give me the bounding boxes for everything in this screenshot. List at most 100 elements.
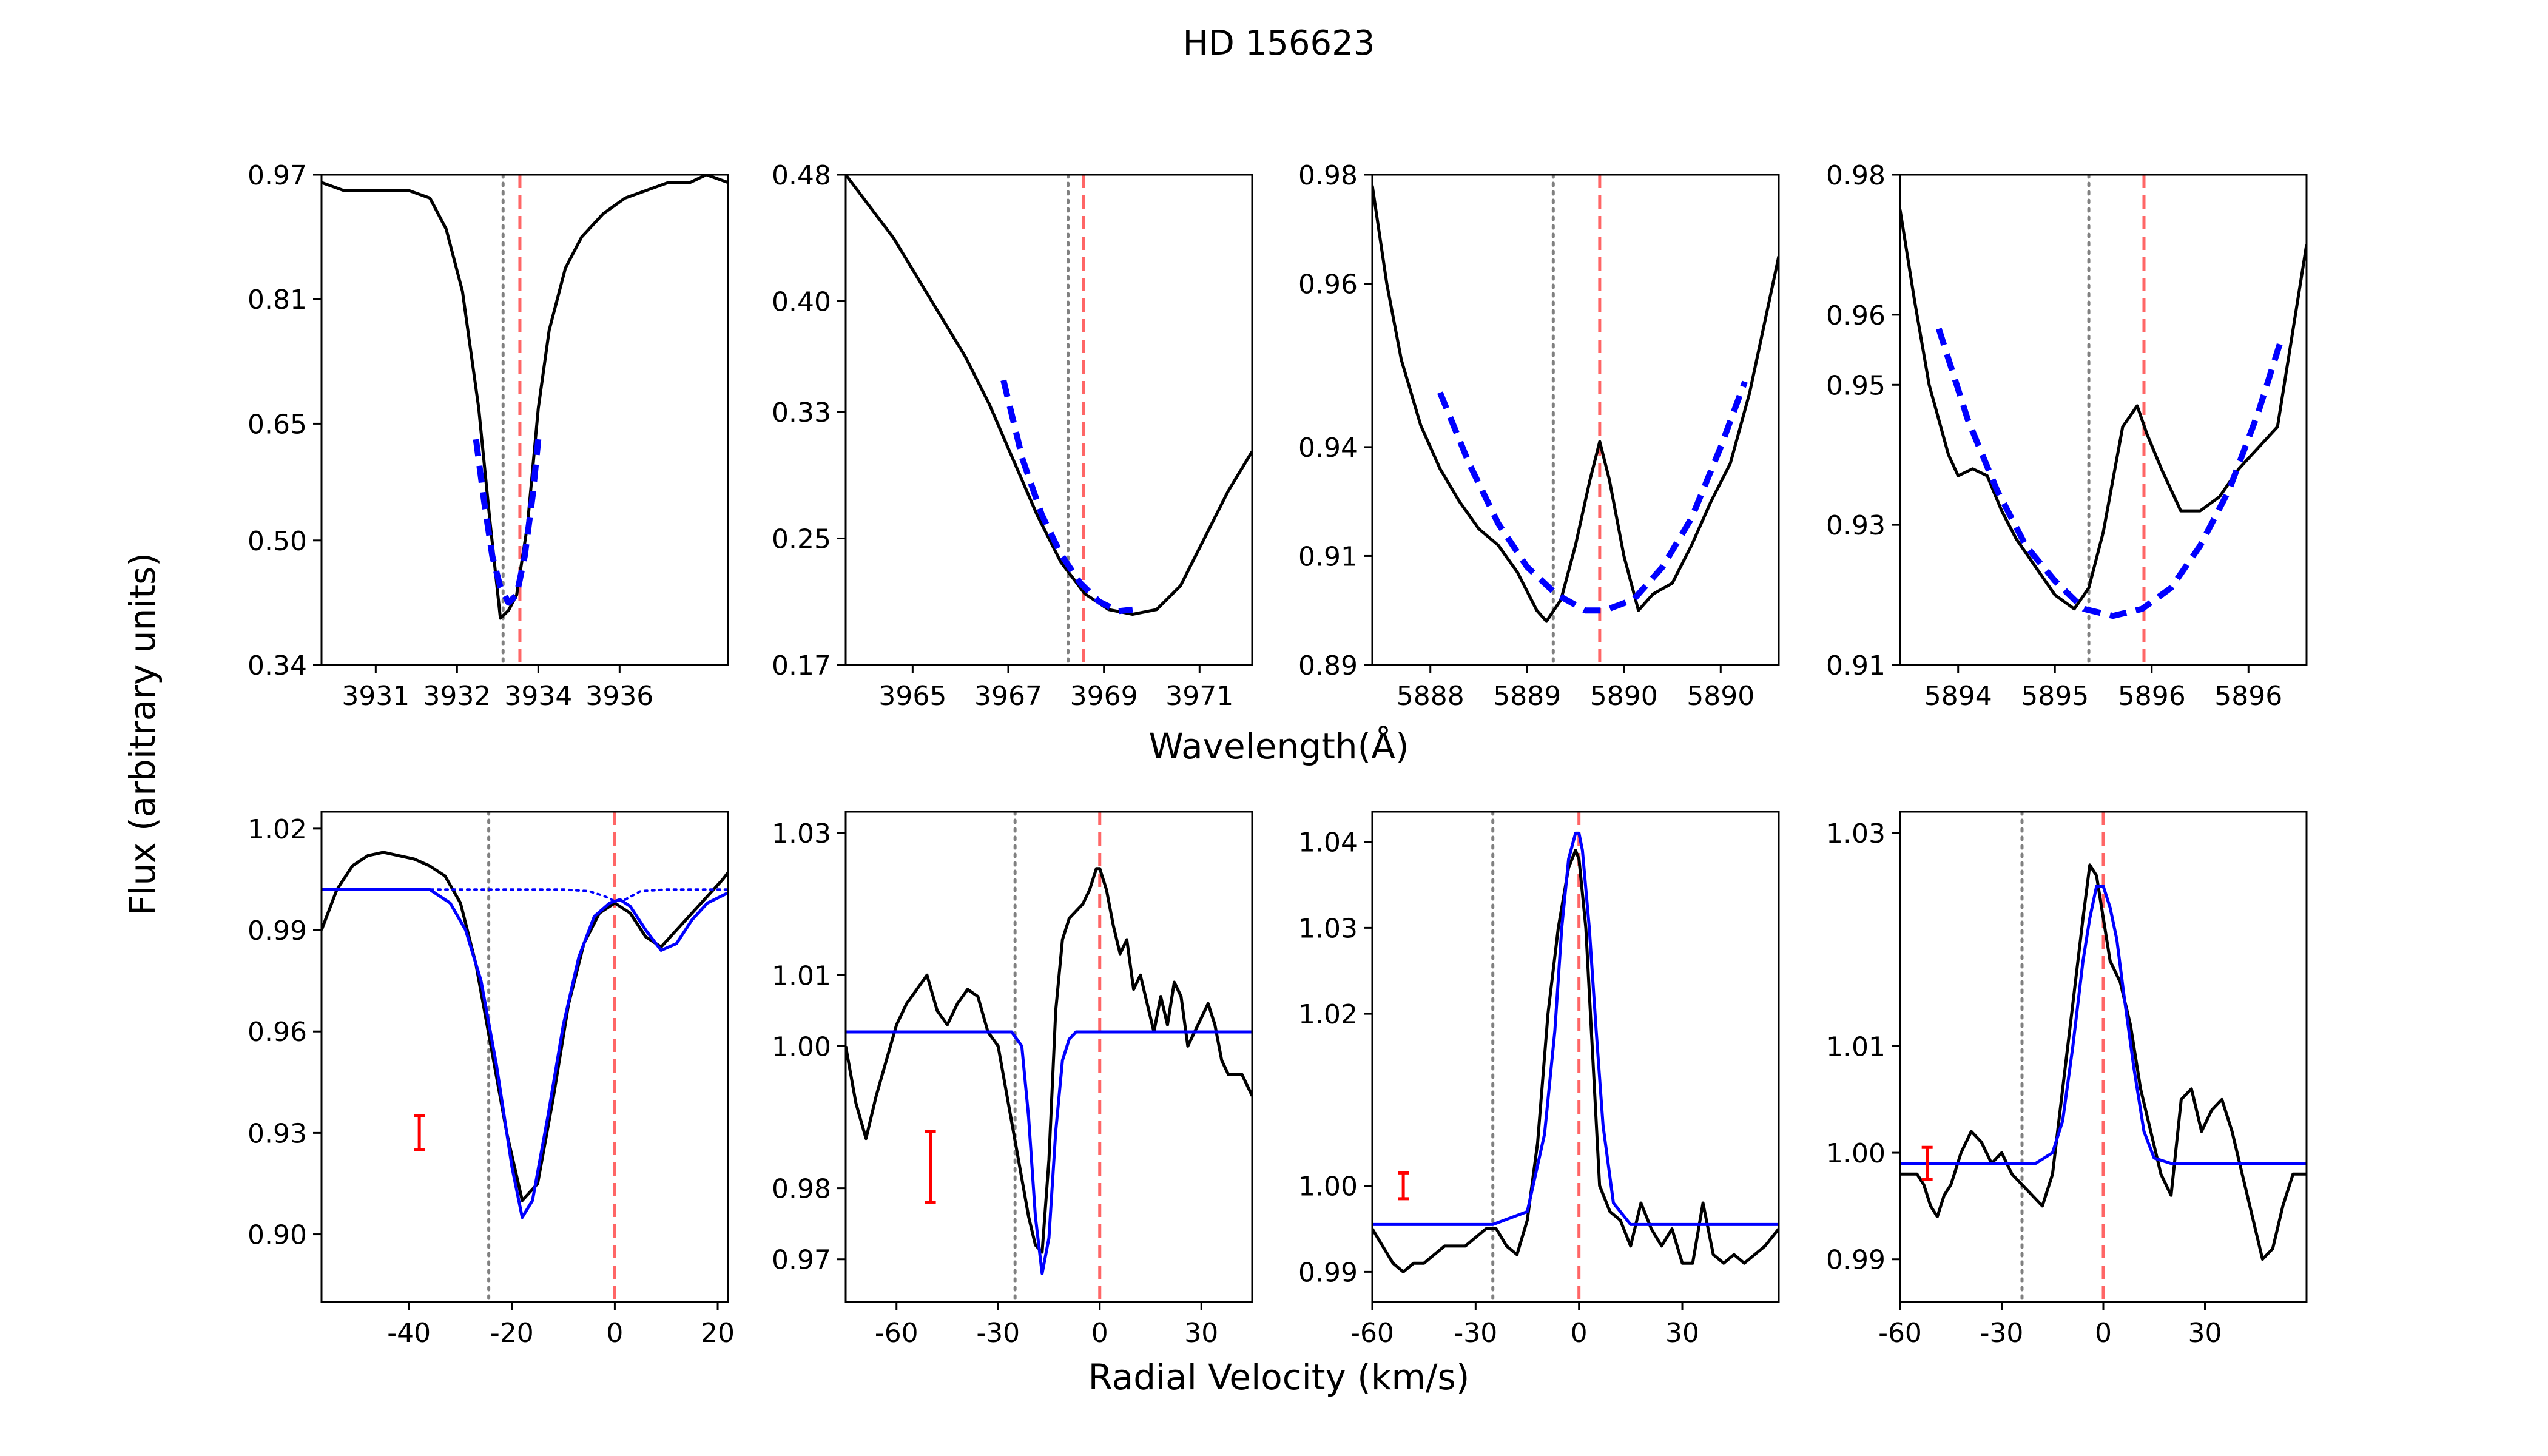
axes-frame [320,174,729,666]
series-spectrum [1372,185,1779,623]
y-tick-label: 0.97 [248,160,307,191]
y-tick-label: 0.89 [1298,650,1358,681]
y-tick-label: 0.93 [248,1118,307,1149]
axes-frame [844,174,1253,666]
x-tick-label: -60 [1350,1318,1394,1349]
y-tick-label: 1.01 [772,960,831,991]
y-tick-label: 0.96 [1826,300,1886,331]
x-tick-label: 5896 [2118,681,2186,712]
y-axis-label: Flux (arbitrary units) [122,553,163,915]
x-tick-label: 3936 [585,681,653,712]
x-tick-label: 30 [1184,1318,1218,1349]
series-fit [1936,328,2285,619]
y-tick-label: 1.03 [1298,913,1358,944]
y-tick-label: 1.02 [1298,999,1358,1030]
y-tick-label: 0.50 [248,526,307,557]
series-spectrum [846,175,1252,616]
x-tick-label: 3931 [342,681,410,712]
x-tick-label: -30 [976,1318,1020,1349]
x-tick-label: 30 [1665,1318,1699,1349]
x-tick-label: 5895 [2021,681,2089,712]
error-bar [414,1114,425,1151]
axes-frame [1899,174,2308,666]
y-tick-label: 0.81 [248,285,307,315]
x-tick-label: -30 [1454,1318,1497,1349]
series-spectrum [846,867,1252,1254]
series-fit [473,439,542,606]
y-tick-label: 1.04 [1298,827,1358,858]
y-tick-label: 0.97 [772,1245,831,1276]
x-tick-label: 30 [2188,1318,2222,1349]
y-tick-label: 1.00 [772,1031,831,1062]
x-tick-label: -30 [1980,1318,2024,1349]
x-tick-label: 5894 [1924,681,1992,712]
plot-area [322,175,728,665]
y-tick-label: 1.03 [772,818,831,849]
series-spectrum [322,851,728,1202]
y-tick-label: 0.95 [1826,370,1886,401]
x-tick-label: -60 [1878,1318,1922,1349]
plot-area [846,812,1252,1302]
series-fit [1437,380,1748,614]
y-tick-label: 0.96 [248,1017,307,1048]
y-tick-label: 0.91 [1298,541,1358,572]
axes-frame [1371,811,1780,1303]
x-tick-label: 3967 [974,681,1042,712]
y-tick-label: 1.02 [248,814,307,845]
y-tick-label: 1.03 [1826,818,1886,849]
y-tick-label: 0.98 [1298,160,1358,191]
series-spectrum [322,175,728,620]
y-tick-label: 0.98 [772,1174,831,1205]
x-tick-label: 3971 [1165,681,1233,712]
panel-bottom-2: -60 -30 0 30 0.97 0.98 1.00 1.01 1.03 [772,811,1253,1349]
y-tick-label: 1.00 [1298,1171,1358,1202]
error-bar [1921,1145,1933,1181]
plot-area [1372,175,1779,665]
figure-title: HD 156623 [1183,24,1375,63]
panels: 3931 3932 3934 3936 0.34 0.50 0.65 0.81 0.97 3965… [248,160,2308,1349]
panel-bottom-3: -60 -30 0 30 0.99 1.00 1.02 1.03 1.04 [1298,811,1780,1349]
series-fit [1000,379,1133,615]
x-tick-label: 5890 [1687,681,1754,712]
plot-area [322,812,728,1302]
y-tick-label: 1.01 [1826,1031,1886,1062]
plot-area [1900,812,2307,1302]
x-tick-label: 0 [606,1318,623,1349]
axes-frame [320,811,729,1303]
x-tick-label: -60 [875,1318,918,1349]
x-tick-label: 3934 [504,681,572,712]
panel-top-1: 3931 3932 3934 3936 0.34 0.50 0.65 0.81 0.97 [248,160,729,712]
panel-top-3: 5888 5889 5890 5890 0.89 0.91 0.94 0.96 0.98 [1298,160,1780,712]
series-spectrum [1900,863,2307,1261]
series-spectrum [1372,849,1779,1273]
plot-area [846,175,1252,665]
series-model [1372,831,1779,1226]
axes-frame [844,811,1253,1303]
y-tick-label: 0.91 [1826,650,1886,681]
y-tick-label: 0.34 [248,650,307,681]
x-axis-label-wavelength: Wavelength(Å) [1149,725,1409,767]
x-tick-label: -40 [387,1318,431,1349]
y-tick-label: 0.94 [1298,433,1358,463]
x-tick-label: 3965 [878,681,946,712]
panel-top-2: 3965 3967 3969 3971 0.17 0.25 0.33 0.40 0.48 [772,160,1253,712]
x-tick-label: 3932 [423,681,491,712]
x-axis-label-radial-velocity: Radial Velocity (km/s) [1088,1357,1470,1398]
y-tick-label: 1.00 [1826,1138,1886,1169]
y-tick-label: 0.99 [248,915,307,946]
plot-area [1372,812,1779,1302]
x-tick-label: 0 [1571,1318,1588,1349]
y-tick-label: 0.25 [772,524,831,554]
y-tick-label: 0.98 [1826,160,1886,191]
x-tick-label: 0 [1091,1318,1108,1349]
panel-bottom-1: -40 -20 0 20 0.90 0.93 0.96 0.99 1.02 [248,811,735,1349]
plot-area [1900,175,2307,665]
x-tick-label: 5889 [1493,681,1561,712]
x-tick-label: 5896 [2214,681,2282,712]
y-tick-label: 0.99 [1826,1245,1886,1276]
series-model [846,1030,1252,1275]
x-tick-label: 0 [2095,1318,2112,1349]
y-tick-label: 0.90 [248,1220,307,1251]
